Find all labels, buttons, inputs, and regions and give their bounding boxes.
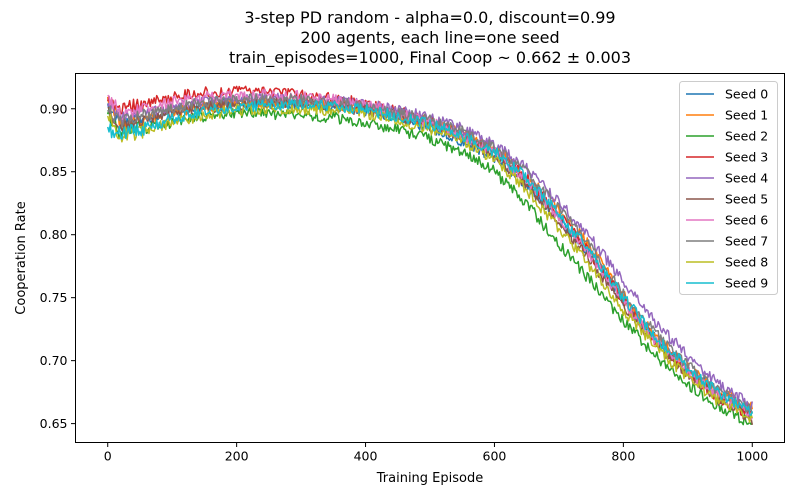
x-axis-ticks: 0 200 400 600 800 1000 xyxy=(104,442,768,464)
y-tick-label: 0.80 xyxy=(40,227,68,242)
y-tick-label: 0.70 xyxy=(40,353,68,368)
legend-label: Seed 0 xyxy=(725,87,768,102)
legend: Seed 0 Seed 1 Seed 2 Seed 3 Seed 4 Seed 5 Seed… xyxy=(679,81,778,295)
legend-label: Seed 9 xyxy=(725,276,768,291)
x-tick-label: 800 xyxy=(611,449,635,464)
x-axis-label: Training Episode xyxy=(376,471,483,486)
chart-title-line-2: 200 agents, each line=one seed xyxy=(300,28,559,47)
y-tick-label: 0.75 xyxy=(40,290,68,305)
legend-label: Seed 2 xyxy=(725,129,768,144)
series-line-seed-2 xyxy=(106,107,753,426)
x-tick-label: 200 xyxy=(225,449,249,464)
legend-label: Seed 8 xyxy=(725,255,768,270)
legend-label: Seed 5 xyxy=(725,192,768,207)
series-line-seed-9 xyxy=(107,98,753,417)
x-tick-label: 600 xyxy=(483,449,507,464)
y-axis-ticks: 0.65 0.70 0.75 0.80 0.85 0.90 xyxy=(40,101,76,431)
plot-lines xyxy=(106,85,754,426)
y-tick-label: 0.85 xyxy=(40,164,68,179)
legend-label: Seed 4 xyxy=(725,171,768,186)
y-tick-label: 0.65 xyxy=(40,416,68,431)
y-axis-label: Cooperation Rate xyxy=(14,201,29,314)
x-tick-label: 0 xyxy=(104,449,112,464)
y-tick-label: 0.90 xyxy=(40,101,68,116)
x-tick-label: 400 xyxy=(354,449,378,464)
legend-label: Seed 1 xyxy=(725,108,768,123)
x-tick-label: 1000 xyxy=(736,449,768,464)
legend-label: Seed 6 xyxy=(725,213,768,228)
legend-label: Seed 7 xyxy=(725,234,768,249)
plot-frame xyxy=(75,73,785,443)
chart-title-line-1: 3-step PD random - alpha=0.0, discount=0… xyxy=(244,8,615,27)
chart-title-line-3: train_episodes=1000, Final Coop ~ 0.662 … xyxy=(229,48,631,68)
legend-label: Seed 3 xyxy=(725,150,768,165)
